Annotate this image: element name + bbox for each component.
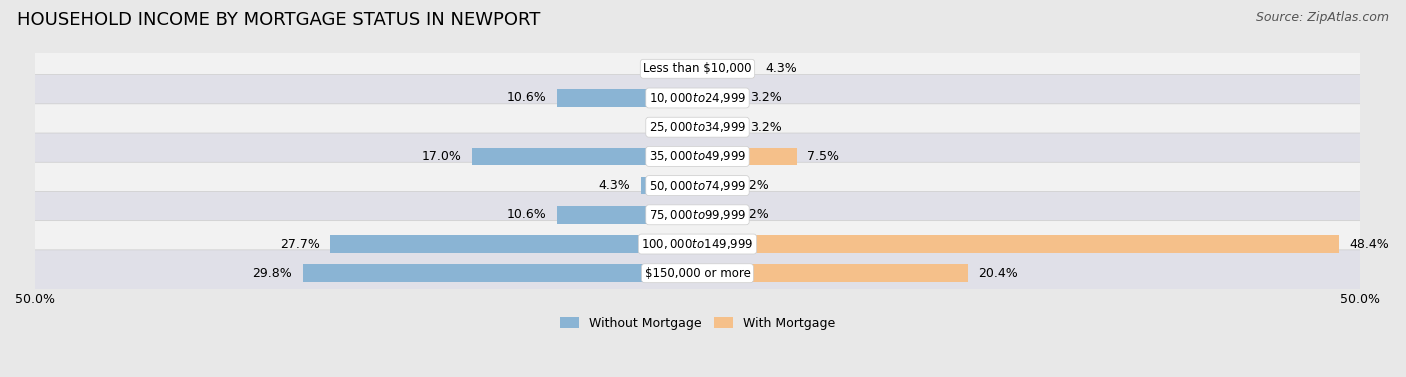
Bar (330, 235, 697, 253)
Bar (302, 265, 697, 282)
FancyBboxPatch shape (31, 162, 1364, 209)
FancyBboxPatch shape (31, 221, 1364, 267)
Text: $100,000 to $149,999: $100,000 to $149,999 (641, 237, 754, 251)
Text: 20.4%: 20.4% (979, 267, 1018, 280)
Text: HOUSEHOLD INCOME BY MORTGAGE STATUS IN NEWPORT: HOUSEHOLD INCOME BY MORTGAGE STATUS IN N… (17, 11, 540, 29)
Text: $35,000 to $49,999: $35,000 to $49,999 (648, 149, 747, 163)
Text: 48.4%: 48.4% (1350, 238, 1389, 251)
Text: Less than $10,000: Less than $10,000 (643, 62, 752, 75)
Bar (697, 206, 727, 224)
Bar (697, 265, 967, 282)
Text: $150,000 or more: $150,000 or more (644, 267, 751, 280)
Text: 0.0%: 0.0% (655, 62, 688, 75)
Bar (697, 148, 797, 165)
Text: 7.5%: 7.5% (807, 150, 839, 163)
Bar (641, 177, 697, 195)
Text: $25,000 to $34,999: $25,000 to $34,999 (648, 120, 747, 134)
Text: $10,000 to $24,999: $10,000 to $24,999 (648, 91, 747, 105)
FancyBboxPatch shape (31, 104, 1364, 150)
FancyBboxPatch shape (31, 45, 1364, 92)
Text: 29.8%: 29.8% (252, 267, 292, 280)
Text: 10.6%: 10.6% (506, 92, 547, 104)
Bar (557, 206, 697, 224)
Text: Source: ZipAtlas.com: Source: ZipAtlas.com (1256, 11, 1389, 24)
Text: 2.2%: 2.2% (737, 208, 769, 221)
Text: 4.3%: 4.3% (765, 62, 797, 75)
Bar (697, 60, 755, 78)
Text: 3.2%: 3.2% (751, 92, 782, 104)
Text: 17.0%: 17.0% (422, 150, 461, 163)
Text: $50,000 to $74,999: $50,000 to $74,999 (648, 179, 747, 193)
Text: $75,000 to $99,999: $75,000 to $99,999 (648, 208, 747, 222)
Text: 3.2%: 3.2% (751, 121, 782, 134)
FancyBboxPatch shape (31, 192, 1364, 238)
Text: 0.0%: 0.0% (655, 121, 688, 134)
Bar (697, 235, 1339, 253)
Bar (472, 148, 697, 165)
Text: 2.2%: 2.2% (737, 179, 769, 192)
FancyBboxPatch shape (31, 250, 1364, 297)
Bar (697, 89, 740, 107)
Bar (557, 89, 697, 107)
FancyBboxPatch shape (31, 133, 1364, 180)
Bar (697, 177, 727, 195)
Legend: Without Mortgage, With Mortgage: Without Mortgage, With Mortgage (555, 312, 839, 335)
Text: 4.3%: 4.3% (598, 179, 630, 192)
Text: 27.7%: 27.7% (280, 238, 321, 251)
FancyBboxPatch shape (31, 75, 1364, 121)
Bar (697, 118, 740, 136)
Text: 10.6%: 10.6% (506, 208, 547, 221)
